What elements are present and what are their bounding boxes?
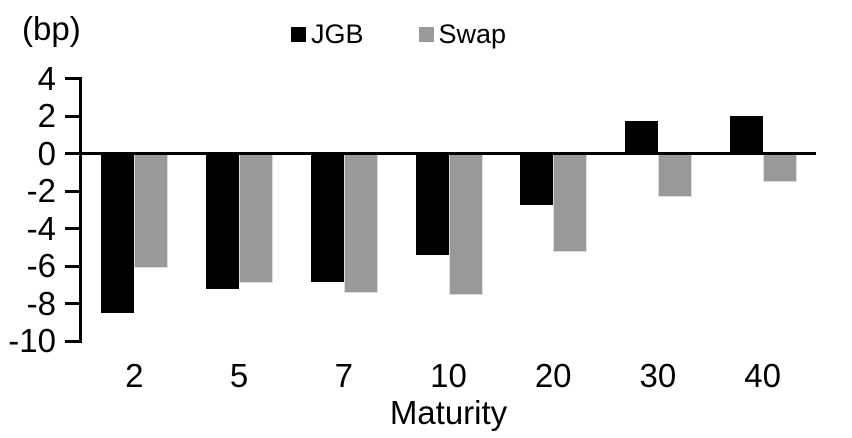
bar-swap-10: [448, 154, 483, 295]
bar-swap-20: [553, 154, 588, 252]
bar-jgb-10: [415, 154, 449, 256]
y-axis-line: [79, 77, 82, 343]
y-tick-mark: [65, 189, 79, 193]
y-tick-label: 4: [37, 59, 56, 97]
y-tick-label: -2: [26, 172, 56, 209]
legend-item-swap: Swap: [418, 19, 507, 49]
y-tick-mark: [65, 114, 79, 118]
bar-jgb-40: [729, 115, 763, 153]
y-tick-label: 0: [37, 134, 56, 172]
legend-item-jgb: JGB: [291, 19, 364, 49]
bar-jgb-2: [101, 154, 135, 314]
x-tick-label: 20: [534, 357, 572, 394]
jgb-swatch-icon: [291, 26, 306, 42]
x-tick-label: 40: [744, 357, 781, 394]
x-tick-label: 30: [639, 357, 677, 394]
bar-swap-30: [657, 154, 692, 198]
bar-swap-40: [762, 154, 797, 183]
y-tick-mark: [65, 302, 79, 305]
y-tick-mark: [65, 264, 79, 268]
legend: JGB Swap: [291, 19, 561, 49]
y-axis-unit-label: (bp): [22, 10, 81, 47]
legend-label-jgb: JGB: [311, 19, 364, 49]
y-tick-label: -8: [26, 284, 56, 322]
bar-swap-5: [239, 154, 274, 284]
y-tick-label: -4: [26, 209, 56, 247]
x-tick-label: 10: [430, 357, 467, 394]
y-tick-mark: [65, 339, 79, 343]
bar-jgb-30: [624, 121, 658, 153]
bar-jgb-7: [310, 154, 344, 282]
x-tick-label: 2: [125, 357, 144, 394]
bar-jgb-20: [520, 154, 554, 205]
swap-swatch-icon: [418, 26, 434, 42]
y-tick-label: -10: [8, 322, 56, 359]
y-tick-mark: [65, 77, 79, 80]
bar-swap-2: [134, 154, 169, 269]
zero-baseline: [79, 152, 816, 155]
x-axis-title: Maturity: [389, 394, 508, 431]
y-tick-label: -6: [26, 247, 56, 284]
legend-label-swap: Swap: [438, 19, 507, 49]
y-tick-label: 2: [37, 97, 56, 134]
bar-jgb-5: [206, 154, 240, 289]
x-tick-label: 5: [229, 357, 249, 394]
bar-swap-7: [343, 154, 378, 293]
y-tick-mark: [65, 152, 79, 155]
y-tick-mark: [65, 227, 79, 230]
x-tick-label: 7: [334, 357, 353, 394]
